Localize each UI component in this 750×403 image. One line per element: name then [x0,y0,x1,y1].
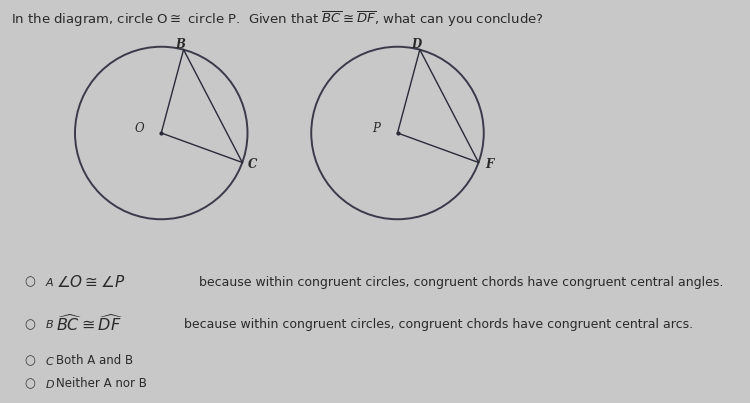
Text: Both A and B: Both A and B [56,354,134,367]
Text: $\angle O \cong \angle P$: $\angle O \cong \angle P$ [56,274,125,290]
Text: O: O [135,122,145,135]
Text: B: B [175,38,184,51]
Text: $B$: $B$ [45,318,54,330]
Text: ○: ○ [24,377,34,390]
Text: Neither A nor B: Neither A nor B [56,377,147,390]
Text: because within congruent circles, congruent chords have congruent central arcs.: because within congruent circles, congru… [184,318,693,331]
Text: ○: ○ [24,276,34,289]
Text: F: F [484,158,494,171]
Text: ○: ○ [24,354,34,367]
Text: because within congruent circles, congruent chords have congruent central angles: because within congruent circles, congru… [199,276,723,289]
Text: $A$: $A$ [45,276,55,288]
Text: In the diagram, circle O$\cong$ circle P.  Given that $\overline{BC}\cong\overli: In the diagram, circle O$\cong$ circle P… [11,10,544,29]
Text: ○: ○ [24,318,34,331]
Text: $C$: $C$ [45,355,55,367]
Text: $\widehat{BC} \cong \widehat{DF}$: $\widehat{BC} \cong \widehat{DF}$ [56,314,124,335]
Text: $D$: $D$ [45,378,55,390]
Text: D: D [411,38,422,51]
Text: P: P [372,122,380,135]
Text: C: C [248,158,257,171]
